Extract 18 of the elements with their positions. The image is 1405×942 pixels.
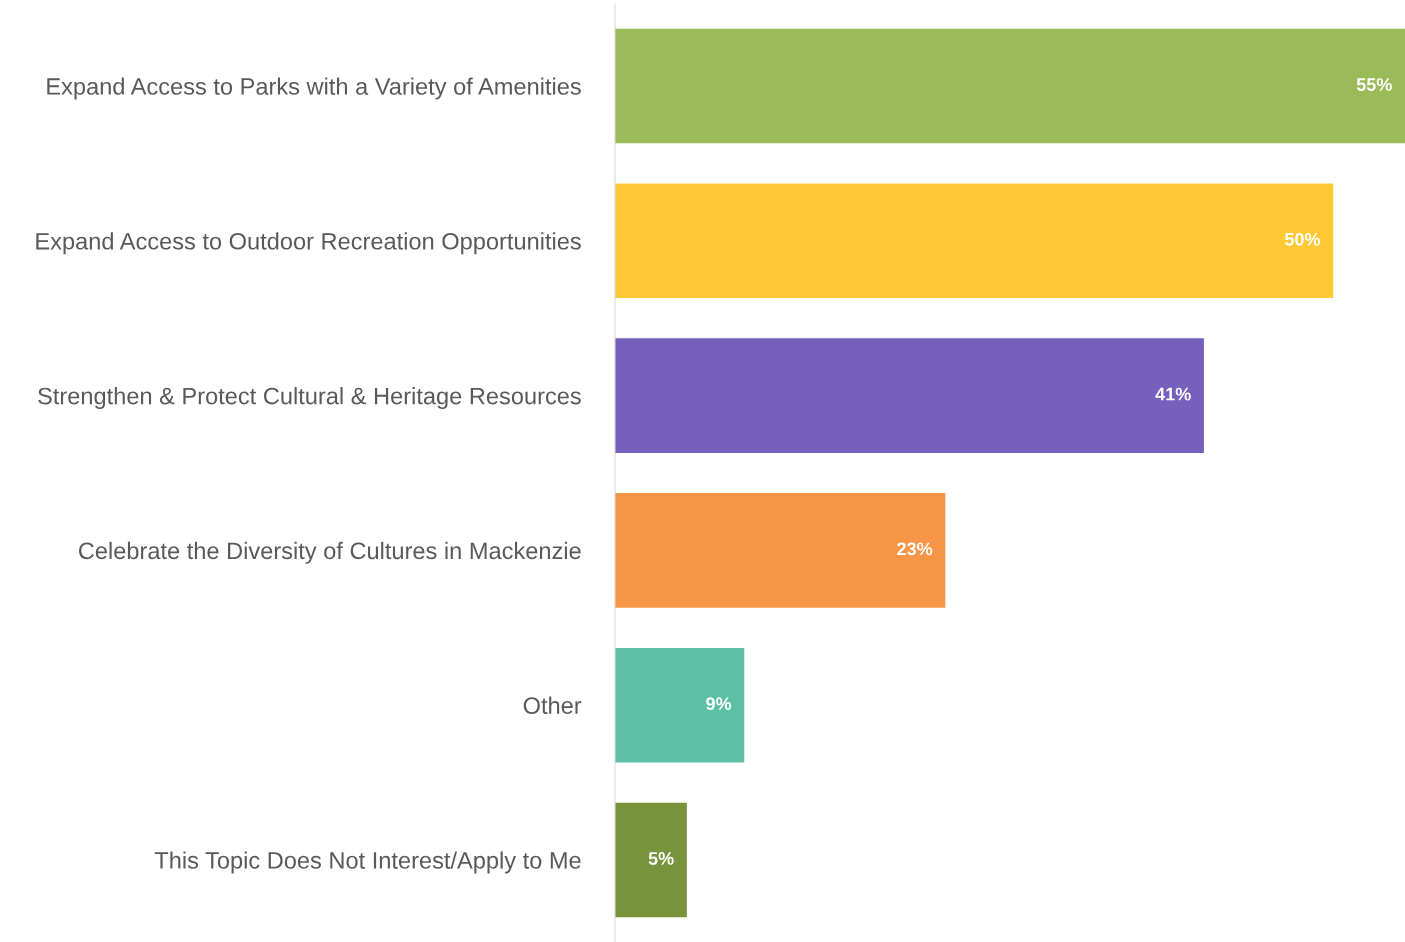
bar [615,647,745,763]
y-tick-label: Other [523,696,582,714]
bar [615,183,1334,299]
y-tick-label: This Topic Does Not Interest/Apply to Me [154,851,581,874]
bar [615,493,946,608]
bar [615,802,687,918]
bar [615,338,1204,453]
y-tick-label: Strengthen & Protect Cultural & Heritage Resources [38,387,581,410]
y-tick-label: Expand Access to Outdoor Recreation Opportunities [36,232,581,255]
data-label: 9% [706,697,732,711]
data-label: 5% [648,852,674,865]
bar [615,28,1405,144]
data-label: 55% [1356,78,1392,91]
data-label: 41% [1155,387,1191,401]
data-label: 23% [897,542,933,556]
y-tick-label: Celebrate the Diversity of Cultures in Mackenzie [78,541,581,564]
y-tick-label: Expand Access to Parks with a Variety of Amenities [47,77,581,100]
data-label: 50% [1284,232,1321,246]
